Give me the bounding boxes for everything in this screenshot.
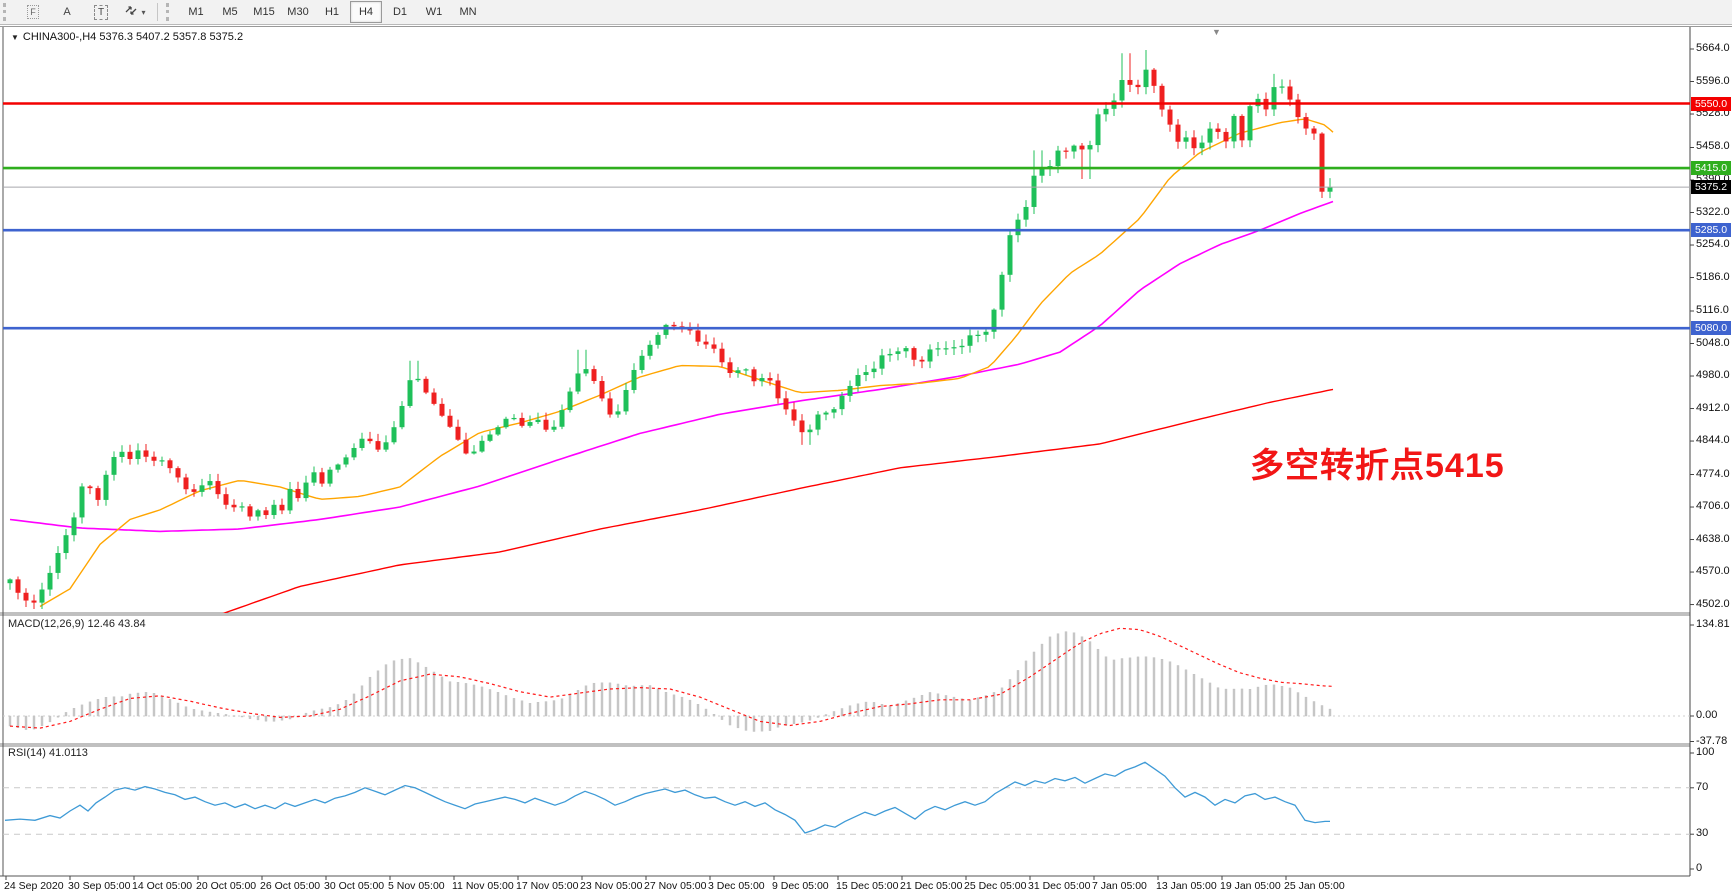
time-tick-8: 11 Nov 05:00 — [452, 880, 514, 892]
price-tick-5048.0: 5048.0 — [1696, 336, 1730, 349]
price-tick-4570.0: 4570.0 — [1696, 565, 1730, 578]
chart-canvas[interactable] — [0, 27, 1732, 893]
price-badge-5285.0: 5285.0 — [1691, 223, 1731, 238]
price-tick-5596.0: 5596.0 — [1696, 74, 1730, 87]
time-tick-2: 30 Sep 05:00 — [68, 880, 131, 892]
price-tick-4980.0: 4980.0 — [1696, 369, 1730, 382]
rsi-indicator-label: RSI(14) 41.0113 — [8, 747, 88, 759]
macd-tick-134.81: 134.81 — [1696, 618, 1730, 630]
time-tick-14: 15 Dec 05:00 — [836, 880, 899, 892]
rsi-pane[interactable] — [3, 761, 1690, 835]
time-tick-15: 21 Dec 05:00 — [900, 880, 963, 892]
time-tick-21: 25 Jan 05:00 — [1284, 880, 1345, 892]
letter-a-icon: A — [63, 6, 71, 18]
price-tick-5322.0: 5322.0 — [1696, 205, 1730, 218]
price-tick-4844.0: 4844.0 — [1696, 434, 1730, 447]
rsi-tick-30: 30 — [1696, 827, 1709, 840]
timeframe-button-m1[interactable]: M1 — [188, 6, 204, 18]
price-tick-4774.0: 4774.0 — [1696, 467, 1730, 480]
macd-indicator-label: MACD(12,26,9) 12.46 43.84 — [8, 618, 146, 630]
timeframe-button-m15[interactable]: M15 — [253, 6, 275, 18]
time-tick-9: 17 Nov 05:00 — [516, 880, 579, 892]
time-tick-5: 26 Oct 05:00 — [260, 880, 321, 892]
chart-text-annotation[interactable]: 多空转折点5415 — [1250, 447, 1505, 485]
cycle-arrows-icon — [124, 4, 138, 20]
letter-t-icon: T — [93, 4, 109, 20]
time-tick-3: 14 Oct 05:00 — [132, 880, 193, 892]
time-tick-19: 13 Jan 05:00 — [1156, 880, 1217, 892]
price-tick-5458.0: 5458.0 — [1696, 140, 1730, 153]
main-price-pane[interactable] — [0, 49, 1690, 620]
price-tick-4502.0: 4502.0 — [1696, 597, 1730, 610]
price-tick-4638.0: 4638.0 — [1696, 532, 1730, 545]
grid-f-icon: F — [27, 5, 39, 19]
time-tick-17: 31 Dec 05:00 — [1028, 880, 1091, 892]
timeframe-button-d1[interactable]: D1 — [392, 6, 408, 18]
time-tick-1: 24 Sep 2020 — [4, 880, 64, 892]
rsi-tick-70: 70 — [1696, 780, 1709, 793]
timeframe-button-m30[interactable]: M30 — [287, 6, 309, 18]
time-tick-4: 20 Oct 05:00 — [196, 880, 257, 892]
toolbar-grip-2[interactable] — [166, 3, 176, 21]
price-tick-5254.0: 5254.0 — [1696, 238, 1730, 251]
time-tick-10: 23 Nov 05:00 — [580, 880, 643, 892]
price-badge-5415.0: 5415.0 — [1691, 161, 1731, 176]
time-tick-12: 3 Dec 05:00 — [708, 880, 765, 892]
timeframe-button-group: M1 M5 M15 M30 H1 H4 D1 W1 MN — [179, 1, 485, 23]
toolbar-grip[interactable] — [3, 3, 13, 21]
price-tick-4912.0: 4912.0 — [1696, 401, 1730, 414]
chart-grid-icon[interactable]: F — [17, 1, 49, 23]
price-badge-5375.2: 5375.2 — [1691, 180, 1731, 195]
chevron-down-icon: ▾ — [141, 7, 146, 17]
timeframe-button-w1[interactable]: W1 — [425, 6, 443, 18]
timeframe-button-h4[interactable]: H4 — [350, 1, 382, 23]
chart-menu-arrow-icon[interactable]: ▼ — [11, 33, 19, 42]
toolbar: F A T ▾ M1 M5 M15 M30 H1 H4 D1 W1 MN — [0, 0, 1732, 25]
timeframe-button-mn[interactable]: MN — [459, 6, 477, 18]
price-tick-5116.0: 5116.0 — [1696, 303, 1729, 316]
time-tick-6: 30 Oct 05:00 — [324, 880, 385, 892]
text-label-t-button[interactable]: T — [85, 1, 117, 23]
time-tick-16: 25 Dec 05:00 — [964, 880, 1027, 892]
time-tick-20: 19 Jan 05:00 — [1220, 880, 1281, 892]
macd-tick-0.00: 0.00 — [1696, 709, 1718, 721]
time-tick-18: 7 Jan 05:00 — [1092, 880, 1147, 892]
chart-shift-marker-icon[interactable]: ▼ — [1212, 27, 1221, 37]
timeframe-button-m5[interactable]: M5 — [222, 6, 238, 18]
rsi-tick-100: 100 — [1696, 746, 1715, 758]
chart-window: ▼ CHINA300-,H4 5376.3 5407.2 5357.8 5375.… — [0, 26, 1732, 893]
macd-tick--37.78: -37.78 — [1696, 734, 1728, 747]
toolbar-separator — [157, 3, 158, 21]
rsi-tick-0: 0 — [1696, 862, 1703, 874]
timeframe-button-h1[interactable]: H1 — [324, 6, 340, 18]
cursor-mode-dropdown[interactable]: ▾ — [119, 1, 151, 23]
time-tick-11: 27 Nov 05:00 — [644, 880, 707, 892]
time-tick-7: 5 Nov 05:00 — [388, 880, 445, 892]
price-tick-5186.0: 5186.0 — [1696, 270, 1730, 283]
text-annotation-a-button[interactable]: A — [51, 1, 83, 23]
price-tick-5664.0: 5664.0 — [1696, 42, 1730, 54]
price-badge-5550.0: 5550.0 — [1691, 96, 1731, 111]
chart-title-text: CHINA300-,H4 5376.3 5407.2 5357.8 5375.2 — [22, 31, 244, 43]
price-tick-4706.0: 4706.0 — [1696, 500, 1730, 513]
price-badge-5080.0: 5080.0 — [1691, 321, 1731, 336]
chart-title-bar[interactable]: ▼ CHINA300-,H4 5376.3 5407.2 5357.8 5375.… — [8, 31, 247, 43]
time-tick-13: 9 Dec 05:00 — [772, 880, 829, 892]
macd-pane[interactable] — [3, 627, 1690, 732]
